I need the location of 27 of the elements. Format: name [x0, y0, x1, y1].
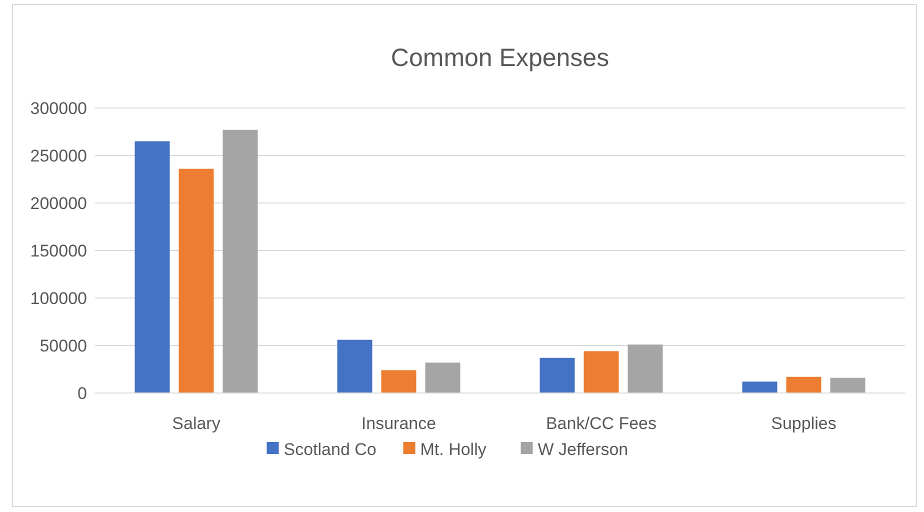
- x-tick-label: Supplies: [771, 414, 836, 433]
- bar: [425, 362, 460, 393]
- y-tick-label: 250000: [30, 146, 87, 166]
- y-tick-label: 0: [78, 384, 87, 403]
- bar: [584, 351, 619, 393]
- y-tick-label: 300000: [30, 98, 87, 118]
- x-tick-label: Salary: [172, 414, 221, 433]
- y-tick-label: 200000: [30, 194, 87, 213]
- bar: [540, 358, 575, 393]
- bar: [178, 168, 214, 393]
- bar: [628, 344, 663, 393]
- y-tick-label: 100000: [30, 288, 87, 308]
- bar: [381, 370, 416, 393]
- legend-label: Scotland Co: [284, 440, 376, 459]
- x-tick-label: Insurance: [361, 414, 436, 433]
- bar: [337, 340, 372, 393]
- x-tick-label: Bank/CC Fees: [546, 414, 657, 433]
- bar: [742, 382, 778, 393]
- legend-label: W Jefferson: [538, 440, 628, 459]
- bar: [786, 376, 822, 393]
- bar: [134, 141, 170, 393]
- chart-title: Common Expenses: [390, 44, 610, 72]
- y-tick-label: 50000: [40, 336, 87, 356]
- bar: [222, 130, 258, 393]
- y-tick-label: 150000: [30, 241, 87, 260]
- bar: [830, 378, 866, 393]
- legend-label: Mt. Holly: [420, 440, 487, 459]
